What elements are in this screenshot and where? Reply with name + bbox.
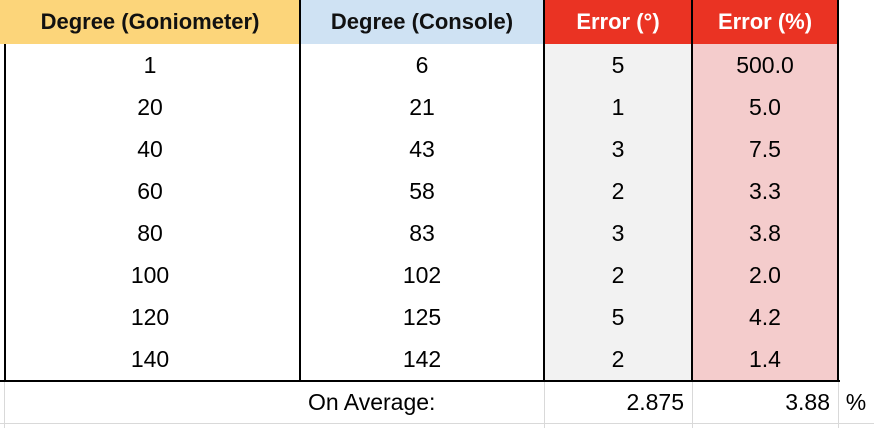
average-error-percent[interactable]: 3.88 — [785, 388, 830, 415]
average-error-degrees[interactable]: 2.875 — [626, 388, 684, 415]
grid-line — [692, 382, 693, 428]
percent-unit[interactable]: % — [845, 388, 867, 415]
table-cell-error-degrees[interactable]: 2 — [544, 170, 692, 212]
grid-line — [838, 382, 839, 428]
table-cell-console[interactable]: 43 — [409, 135, 435, 162]
table-cell-error-percent[interactable]: 500.0 — [692, 44, 838, 86]
table-cell-error-percent[interactable]: 4.2 — [692, 296, 838, 338]
table-cell-error-degrees[interactable]: 3 — [544, 128, 692, 170]
table-cell-console[interactable]: 83 — [409, 219, 435, 246]
table-border-bottom — [0, 380, 840, 382]
table-border-right — [837, 0, 839, 382]
header-degree-goniometer[interactable]: Degree (Goniometer) — [0, 0, 300, 44]
header-degree-console[interactable]: Degree (Console) — [300, 0, 544, 44]
table-border — [543, 0, 545, 382]
table-cell-console[interactable]: 102 — [402, 261, 442, 288]
table-border-left — [4, 44, 6, 382]
table-cell-error-percent[interactable]: 3.8 — [692, 212, 838, 254]
grid-line — [4, 382, 5, 428]
table-cell-error-degrees[interactable]: 5 — [544, 44, 692, 86]
table-cell-error-degrees[interactable]: 3 — [544, 212, 692, 254]
table-cell-error-percent[interactable]: 5.0 — [692, 86, 838, 128]
table-cell-goniometer[interactable]: 60 — [137, 177, 163, 204]
table-cell-goniometer[interactable]: 1 — [143, 51, 157, 78]
table-cell-goniometer[interactable]: 140 — [130, 345, 170, 372]
header-error-percent[interactable]: Error (%) — [692, 0, 838, 44]
table-cell-error-percent[interactable]: 7.5 — [692, 128, 838, 170]
table-cell-console[interactable]: 21 — [409, 93, 435, 120]
table-cell-goniometer[interactable]: 100 — [130, 261, 170, 288]
table-cell-error-percent[interactable]: 3.3 — [692, 170, 838, 212]
table-cell-console[interactable]: 58 — [409, 177, 435, 204]
average-label[interactable]: On Average: — [308, 388, 436, 415]
table-cell-goniometer[interactable]: 20 — [137, 93, 163, 120]
table-cell-error-degrees[interactable]: 5 — [544, 296, 692, 338]
table-cell-goniometer[interactable]: 120 — [130, 303, 170, 330]
table-cell-error-percent[interactable]: 1.4 — [692, 338, 838, 380]
table-cell-goniometer[interactable]: 80 — [137, 219, 163, 246]
table-cell-error-degrees[interactable]: 2 — [544, 254, 692, 296]
grid-line — [0, 423, 874, 424]
table-cell-console[interactable]: 142 — [402, 345, 442, 372]
header-error-degrees[interactable]: Error (°) — [544, 0, 692, 44]
table-cell-console[interactable]: 125 — [402, 303, 442, 330]
table-border — [299, 0, 301, 382]
table-cell-console[interactable]: 6 — [415, 51, 429, 78]
grid-line — [544, 382, 545, 428]
table-cell-error-percent[interactable]: 2.0 — [692, 254, 838, 296]
table-cell-error-degrees[interactable]: 1 — [544, 86, 692, 128]
empty-cell[interactable] — [0, 381, 300, 423]
table-cell-goniometer[interactable]: 40 — [137, 135, 163, 162]
table-border — [691, 0, 693, 382]
table-cell-error-degrees[interactable]: 2 — [544, 338, 692, 380]
